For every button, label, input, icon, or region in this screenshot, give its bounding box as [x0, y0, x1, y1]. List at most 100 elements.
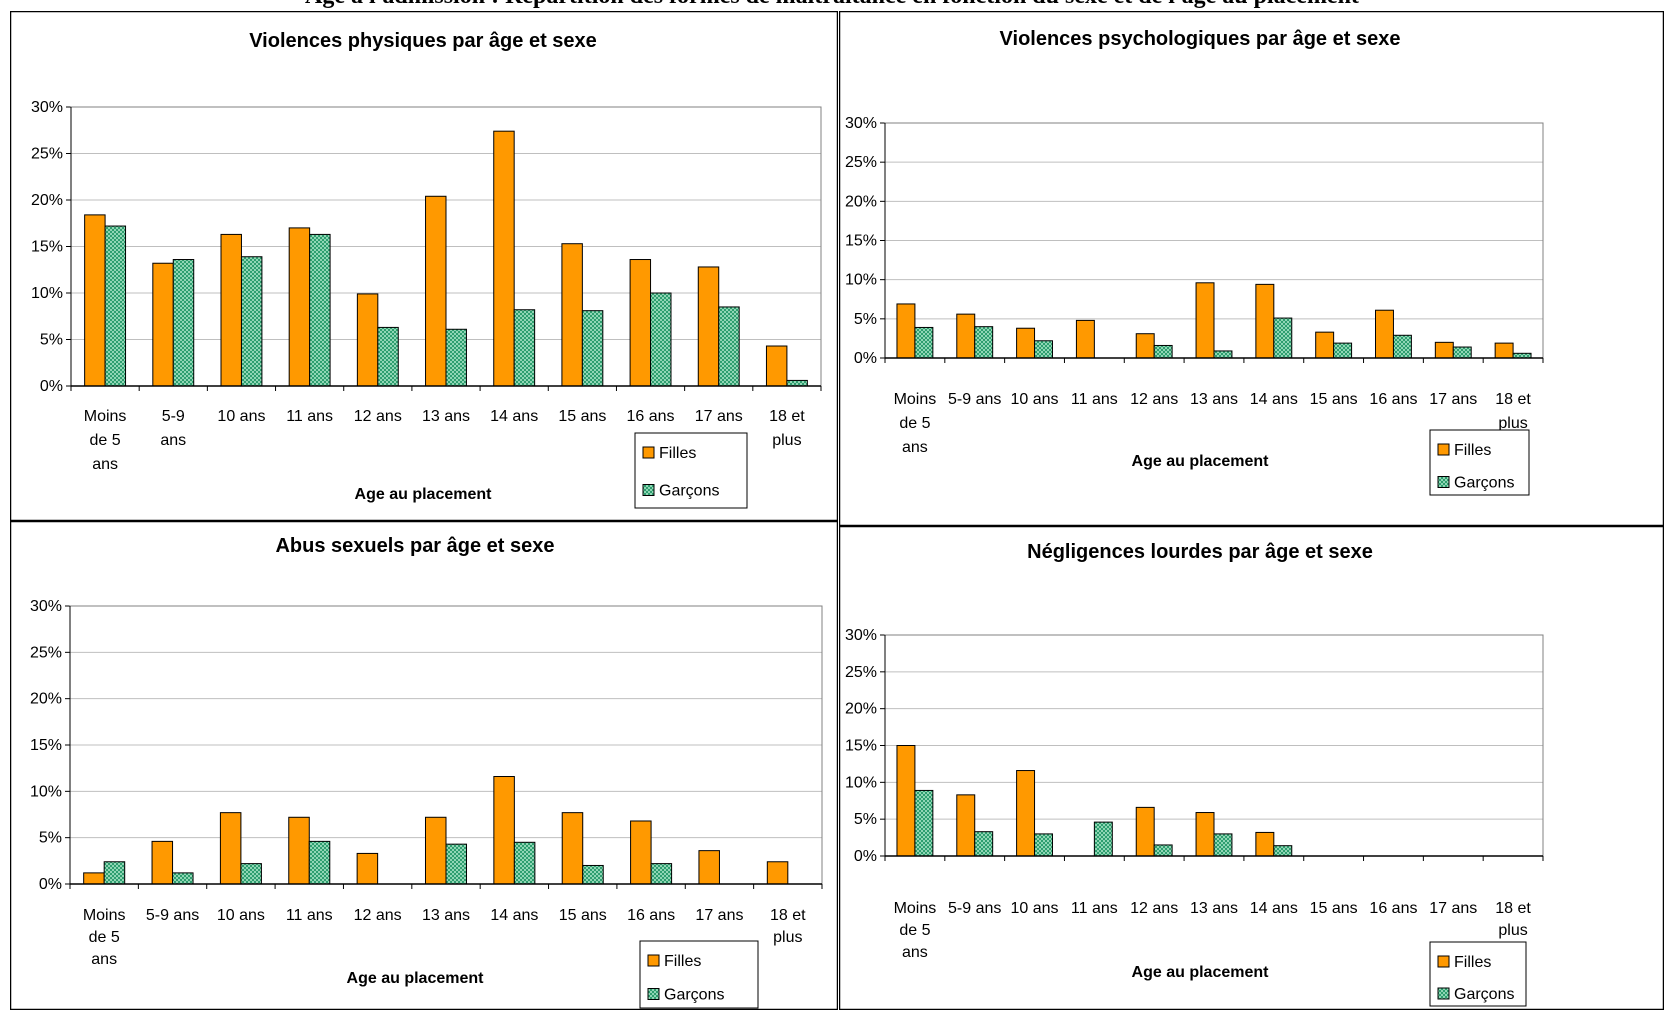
- y-tick-label: 10%: [845, 272, 877, 289]
- x-tick-label: 10 ans: [217, 408, 265, 425]
- bar-filles: [956, 313, 976, 359]
- bar-filles: [152, 262, 174, 387]
- chart-title: Violences physiques par âge et sexe: [249, 30, 597, 52]
- x-tick-label: Moins de 5 ans: [83, 907, 126, 968]
- bar-garcons: [240, 863, 262, 885]
- legend: Filles Garçons: [634, 432, 748, 509]
- page-header: Age à l'admission : Répartition des form…: [0, 0, 1664, 11]
- x-axis-label: Age au placement: [1132, 453, 1270, 470]
- bar-filles: [493, 776, 515, 885]
- x-tick-label: 18 et plus: [770, 907, 806, 946]
- y-tick-label: 20%: [31, 192, 63, 209]
- bar-filles: [956, 794, 976, 857]
- bar-filles: [1195, 812, 1215, 857]
- chart-psychological-violence: Violences psychologiques par âge et sexe…: [839, 11, 1664, 526]
- bar-filles: [1255, 831, 1275, 857]
- bar-garcons: [974, 831, 994, 857]
- x-tick-label: 11 ans: [286, 408, 333, 425]
- legend: Filles Garçons: [1429, 429, 1530, 496]
- legend: Filles Garçons: [639, 940, 759, 1009]
- bar-filles: [1315, 331, 1335, 359]
- bar-garcons: [1153, 844, 1173, 857]
- bar-filles: [220, 233, 242, 387]
- x-tick-label: 14 ans: [490, 408, 538, 425]
- x-tick-label: Moins de 5 ans: [894, 900, 937, 961]
- bar-garcons: [377, 326, 399, 387]
- x-tick-label: 18 et plus: [1495, 900, 1531, 939]
- legend-label: Garçons: [664, 987, 724, 1004]
- y-tick-label: 10%: [845, 774, 877, 791]
- y-tick-label: 25%: [845, 664, 877, 681]
- x-tick-label: 10 ans: [1011, 900, 1059, 917]
- bar-garcons: [1153, 344, 1173, 359]
- x-tick-label: 18 et plus: [769, 408, 805, 449]
- y-tick-label: 15%: [30, 737, 62, 754]
- y-tick-label: 0%: [854, 848, 877, 865]
- y-tick-label: 5%: [854, 311, 877, 328]
- bar-filles: [1016, 327, 1036, 359]
- y-tick-label: 5%: [39, 830, 62, 847]
- bar-garcons: [718, 306, 740, 387]
- x-tick-label: 10 ans: [217, 907, 265, 924]
- x-tick-label: 13 ans: [422, 907, 470, 924]
- bar-garcons: [1273, 845, 1293, 857]
- x-axis-label: Age au placement: [347, 970, 485, 987]
- x-axis-label: Age au placement: [355, 486, 493, 503]
- y-tick-label: 20%: [30, 691, 62, 708]
- bar-garcons: [582, 864, 604, 885]
- x-tick-label: 14 ans: [490, 907, 538, 924]
- bar-garcons: [1333, 342, 1353, 359]
- bar-filles: [84, 214, 106, 387]
- y-tick-label: 5%: [854, 811, 877, 828]
- y-tick-label: 25%: [31, 146, 63, 163]
- x-tick-label: 16 ans: [627, 907, 675, 924]
- y-tick-label: 0%: [39, 876, 62, 893]
- legend-label: Garçons: [659, 483, 719, 500]
- bar-filles: [288, 227, 311, 387]
- bar-filles: [766, 861, 789, 885]
- bar-garcons: [445, 843, 468, 885]
- legend-swatch-filles: [1437, 443, 1450, 456]
- bar-garcons: [1392, 334, 1412, 359]
- bar-filles: [151, 840, 174, 885]
- x-tick-label: 11 ans: [1071, 391, 1118, 408]
- bar-garcons: [240, 256, 263, 387]
- bar-filles: [493, 130, 515, 387]
- y-tick-label: 20%: [845, 193, 877, 210]
- bar-garcons: [309, 233, 331, 387]
- y-tick-label: 25%: [30, 644, 62, 661]
- x-tick-label: 15 ans: [558, 408, 606, 425]
- bar-garcons: [445, 328, 467, 387]
- x-tick-label: 17 ans: [1429, 900, 1477, 917]
- bar-filles: [356, 852, 379, 885]
- x-tick-label: 15 ans: [1310, 900, 1358, 917]
- x-tick-label: Moins de 5 ans: [84, 408, 127, 473]
- chart-frame: [10, 521, 838, 1010]
- legend: Filles Garçons: [1429, 941, 1527, 1007]
- x-tick-label: 18 et plus: [1495, 391, 1531, 432]
- y-tick-label: 0%: [40, 378, 63, 395]
- chart-severe-neglect: Négligences lourdes par âge et sexe 0% 5% 1…: [839, 526, 1664, 1010]
- x-tick-label: 17 ans: [695, 408, 743, 425]
- chart-frame: [839, 526, 1664, 1010]
- y-tick-label: 30%: [845, 627, 877, 644]
- bar-garcons: [1034, 340, 1053, 359]
- x-tick-label: 10 ans: [1011, 391, 1059, 408]
- bar-garcons: [103, 861, 126, 885]
- y-tick-label: 0%: [854, 350, 877, 367]
- x-tick-label: 11 ans: [286, 907, 333, 924]
- bar-garcons: [1273, 317, 1293, 359]
- x-tick-label: 17 ans: [1429, 391, 1477, 408]
- bar-filles: [629, 259, 652, 387]
- x-tick-label: 12 ans: [354, 408, 402, 425]
- y-tick-label: 10%: [31, 285, 63, 302]
- bar-garcons: [914, 326, 934, 359]
- chart-sexual-abuse: Abus sexuels par âge et sexe 0% 5% 10% 15% 20…: [10, 521, 838, 1010]
- legend-swatch-filles: [642, 446, 655, 459]
- bar-garcons: [581, 310, 604, 387]
- y-tick-label: 25%: [845, 154, 877, 171]
- x-tick-label: 5-9 ans: [948, 391, 1001, 408]
- chart-svg: Négligences lourdes par âge et sexe 0% 5% 1…: [839, 526, 1664, 1010]
- bar-filles: [697, 266, 720, 387]
- chart-title: Violences psychologiques par âge et sexe: [1000, 28, 1401, 50]
